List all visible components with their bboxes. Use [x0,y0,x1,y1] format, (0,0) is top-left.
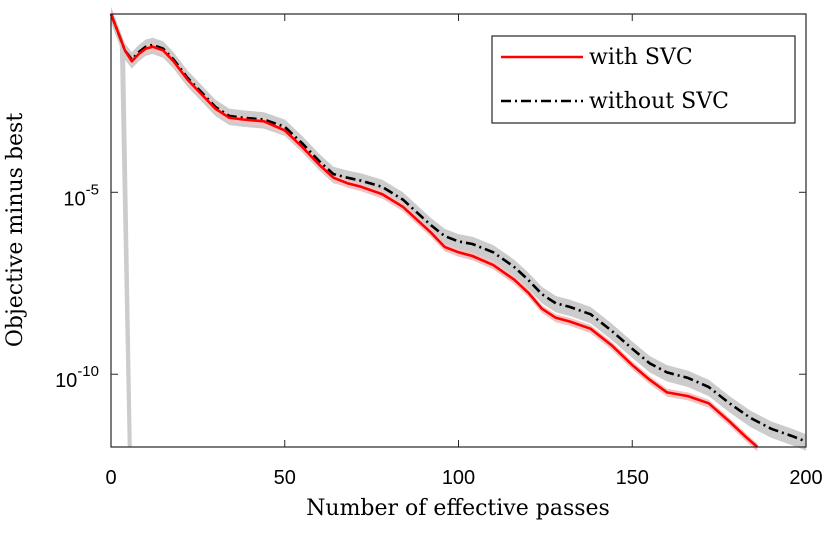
y-axis-ticks: 10-5 10-10 [55,181,806,392]
x-tick-label: 100 [442,467,475,489]
legend-box [491,35,796,124]
series-line-with-svc [109,13,759,448]
x-tick-label: 200 [789,467,822,489]
series-lines [109,13,807,448]
x-axis-ticks: 0 50 100 150 200 [105,14,823,489]
legend-label-without-svc: without SVC [589,89,729,114]
x-tick-label: 150 [616,467,649,489]
x-axis-label: Number of effective passes [306,496,610,521]
y-tick-label: 10-5 [63,181,99,210]
legend-label-with-svc: with SVC [589,45,693,70]
legend: with SVC without SVC [491,35,796,124]
y-axis-label: Objective minus best [3,113,28,348]
band-dip [119,39,132,447]
y-tick-label: 10-10 [55,363,99,392]
x-tick-label: 0 [105,467,116,489]
band-without-svc [111,6,806,451]
x-tick-label: 50 [274,467,296,489]
confidence-bands [111,6,806,452]
